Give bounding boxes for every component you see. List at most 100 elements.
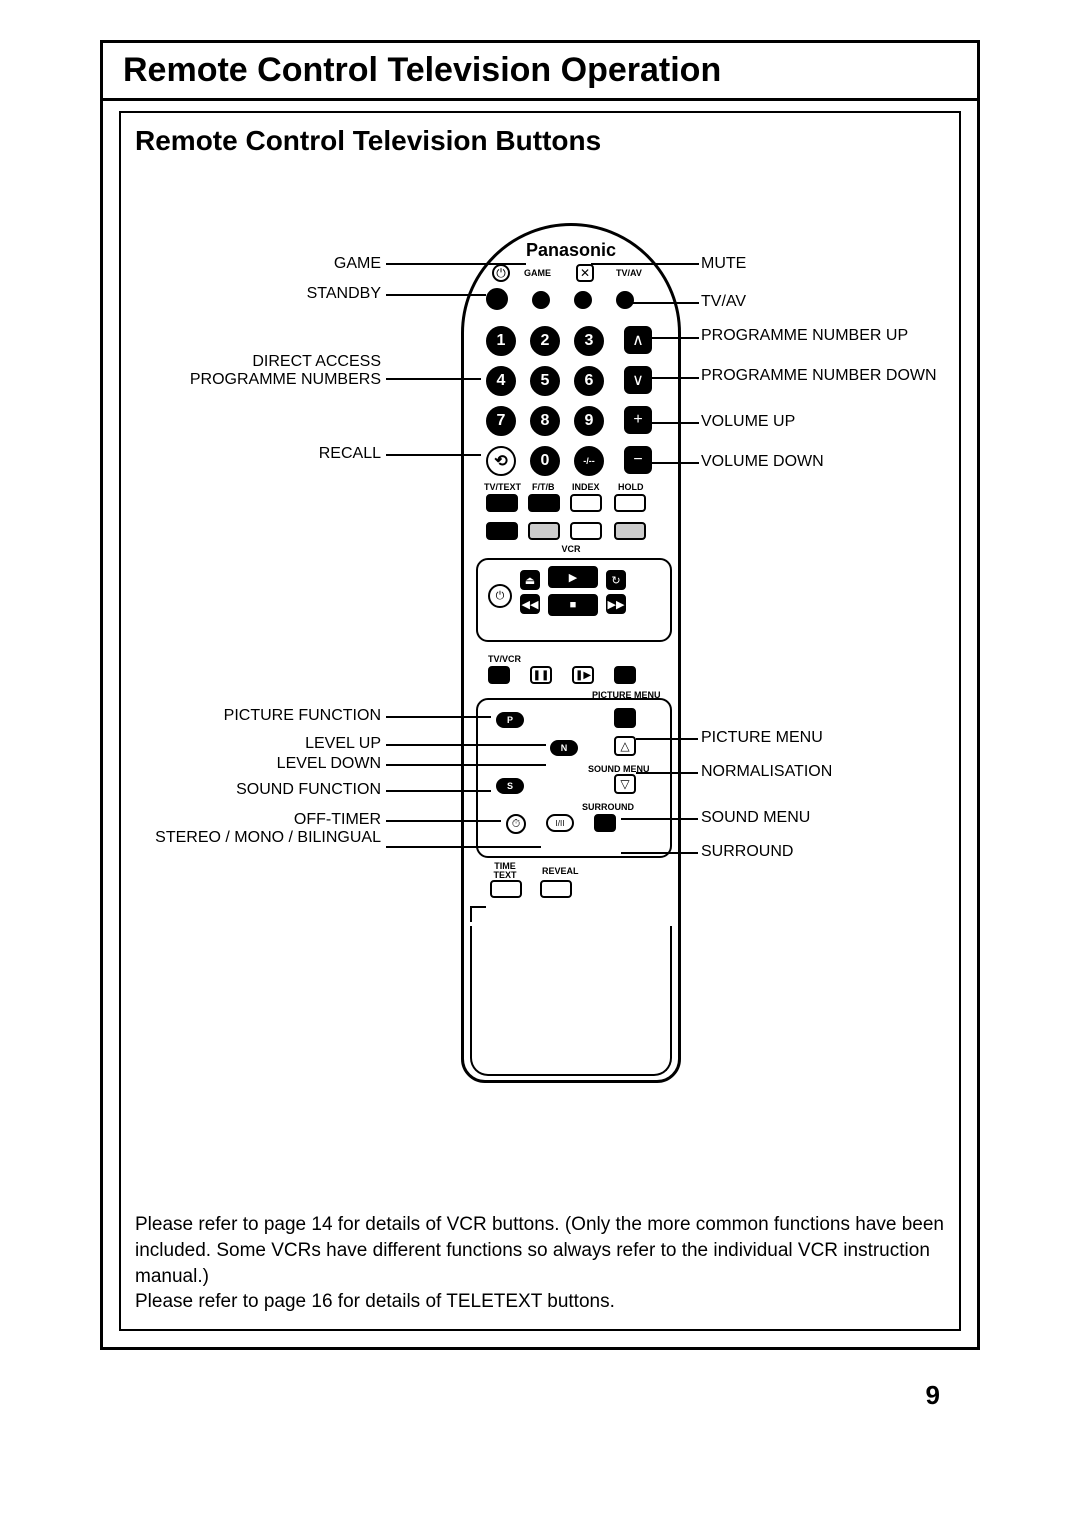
digit-6[interactable]: 6 (574, 366, 604, 396)
lead-direct (386, 378, 481, 380)
lead-bilingual (386, 846, 541, 848)
timetext-button[interactable] (490, 880, 522, 898)
lead-voldown (651, 462, 699, 464)
standby-button[interactable] (486, 288, 508, 310)
level-down-anchor (550, 762, 552, 764)
reveal-button[interactable] (540, 880, 572, 898)
battery-compartment (470, 926, 672, 1076)
footnote-line2: Please refer to page 16 for details of T… (135, 1291, 615, 1312)
sound-menu-down-button[interactable]: ▽ (614, 774, 636, 794)
picture-menu-button[interactable] (614, 708, 636, 728)
hold-button[interactable] (614, 494, 646, 512)
section-title: Remote Control Television Buttons (135, 125, 945, 157)
rec-button[interactable] (614, 666, 636, 684)
pause-button[interactable]: ❚❚ (530, 666, 552, 684)
tvvcr-button[interactable] (488, 666, 510, 684)
digit-1[interactable]: 1 (486, 326, 516, 356)
vcr-stop[interactable]: ■ (548, 594, 598, 616)
recall-button[interactable]: ⟲ (486, 446, 516, 476)
footnote: Please refer to page 14 for details of V… (135, 1212, 945, 1315)
vcr-eject[interactable]: ⏏ (520, 570, 540, 590)
picture-function-button[interactable]: P (496, 712, 524, 728)
vcr-ff-loop[interactable]: ↻ (606, 570, 626, 590)
volume-down[interactable]: − (624, 446, 652, 474)
off-timer-button[interactable]: ⏱ (506, 814, 526, 834)
call-prog-down: PROGRAMME NUMBER DOWN (701, 367, 961, 385)
programme-down[interactable]: ∨ (624, 366, 652, 394)
ftb-label: F/T/B (532, 482, 555, 492)
game-button[interactable] (532, 291, 550, 309)
digit-8[interactable]: 8 (530, 406, 560, 436)
call-surround: SURROUND (701, 843, 941, 861)
call-mute: MUTE (701, 255, 941, 273)
tvav-top-label: TV/AV (616, 268, 642, 278)
call-bilingual: STEREO / MONO / BILINGUAL (141, 829, 381, 847)
reveal-label: REVEAL (542, 866, 579, 876)
game-top-label: GAME (524, 268, 551, 278)
level-up-button[interactable]: N (550, 740, 578, 756)
call-normalisation: NORMALISATION (701, 763, 941, 781)
tvtext-label: TV/TEXT (484, 482, 521, 492)
normalisation-button[interactable]: △ (614, 736, 636, 756)
digit-5[interactable]: 5 (530, 366, 560, 396)
call-standby: STANDBY (181, 285, 381, 303)
teletext-yellow[interactable] (570, 522, 602, 540)
call-sound-function: SOUND FUNCTION (141, 781, 381, 799)
teletext-green[interactable] (528, 522, 560, 540)
call-vol-up: VOLUME UP (701, 413, 941, 431)
lead-recall (386, 454, 481, 456)
lead-standby (386, 294, 486, 296)
call-tvav: TV/AV (701, 293, 941, 311)
lead-volup (651, 422, 699, 424)
call-level-up: LEVEL UP (181, 735, 381, 753)
sound-function-button[interactable]: S (496, 778, 524, 794)
page-title: Remote Control Television Operation (103, 43, 977, 101)
vcr-power[interactable]: ⏻ (488, 584, 512, 608)
page-number: 9 (100, 1380, 980, 1411)
lead-leveldown (386, 764, 546, 766)
volume-up[interactable]: + (624, 406, 652, 434)
digit-4[interactable]: 4 (486, 366, 516, 396)
call-picture-function: PICTURE FUNCTION (141, 707, 381, 725)
digit-2[interactable]: 2 (530, 326, 560, 356)
slow-button[interactable]: ❚▶ (572, 666, 594, 684)
lead-progup (651, 337, 699, 339)
vcr-play[interactable]: ▶ (548, 566, 598, 588)
compartment-notch (470, 906, 486, 922)
power-icon[interactable]: ⏻ (492, 264, 510, 282)
digit-0[interactable]: 0 (530, 446, 560, 476)
tvtext-button[interactable] (486, 494, 518, 512)
mute-button[interactable] (574, 291, 592, 309)
vcr-label: VCR (464, 544, 678, 554)
digit-9[interactable]: 9 (574, 406, 604, 436)
digit-7[interactable]: 7 (486, 406, 516, 436)
lead-soundmenu (621, 818, 698, 820)
programme-up[interactable]: ∧ (624, 326, 652, 354)
mute-icon[interactable]: ✕ (576, 264, 594, 282)
lead-tvav (631, 302, 699, 304)
ftb-button[interactable] (528, 494, 560, 512)
lead-norm (636, 772, 698, 774)
lead-surround (621, 852, 698, 854)
call-direct-access: DIRECT ACCESS PROGRAMME NUMBERS (161, 353, 381, 390)
teletext-red[interactable] (486, 522, 518, 540)
lead-mute (591, 263, 699, 265)
digit-3[interactable]: 3 (574, 326, 604, 356)
teletext-blue[interactable] (614, 522, 646, 540)
call-sound-menu: SOUND MENU (701, 809, 941, 827)
lead-soundfn (386, 790, 491, 792)
stereo-mono-button[interactable]: I/II (546, 814, 574, 832)
index-button[interactable] (570, 494, 602, 512)
lead-progdown (651, 377, 699, 379)
section-box: Remote Control Television Buttons Panaso… (119, 111, 961, 1331)
lead-picmenu (636, 738, 698, 740)
page-frame: Remote Control Television Operation Remo… (100, 40, 980, 1350)
dash-button[interactable]: -/-- (574, 446, 604, 476)
vcr-rewind[interactable]: ◀◀ (520, 594, 540, 614)
call-prog-up: PROGRAMME NUMBER UP (701, 327, 961, 345)
tvvcr-label: TV/VCR (488, 654, 521, 664)
surround-button[interactable] (594, 814, 616, 832)
content-area: Remote Control Television Buttons Panaso… (103, 101, 977, 1347)
vcr-ff[interactable]: ▶▶ (606, 594, 626, 614)
tvav-button[interactable] (616, 291, 634, 309)
